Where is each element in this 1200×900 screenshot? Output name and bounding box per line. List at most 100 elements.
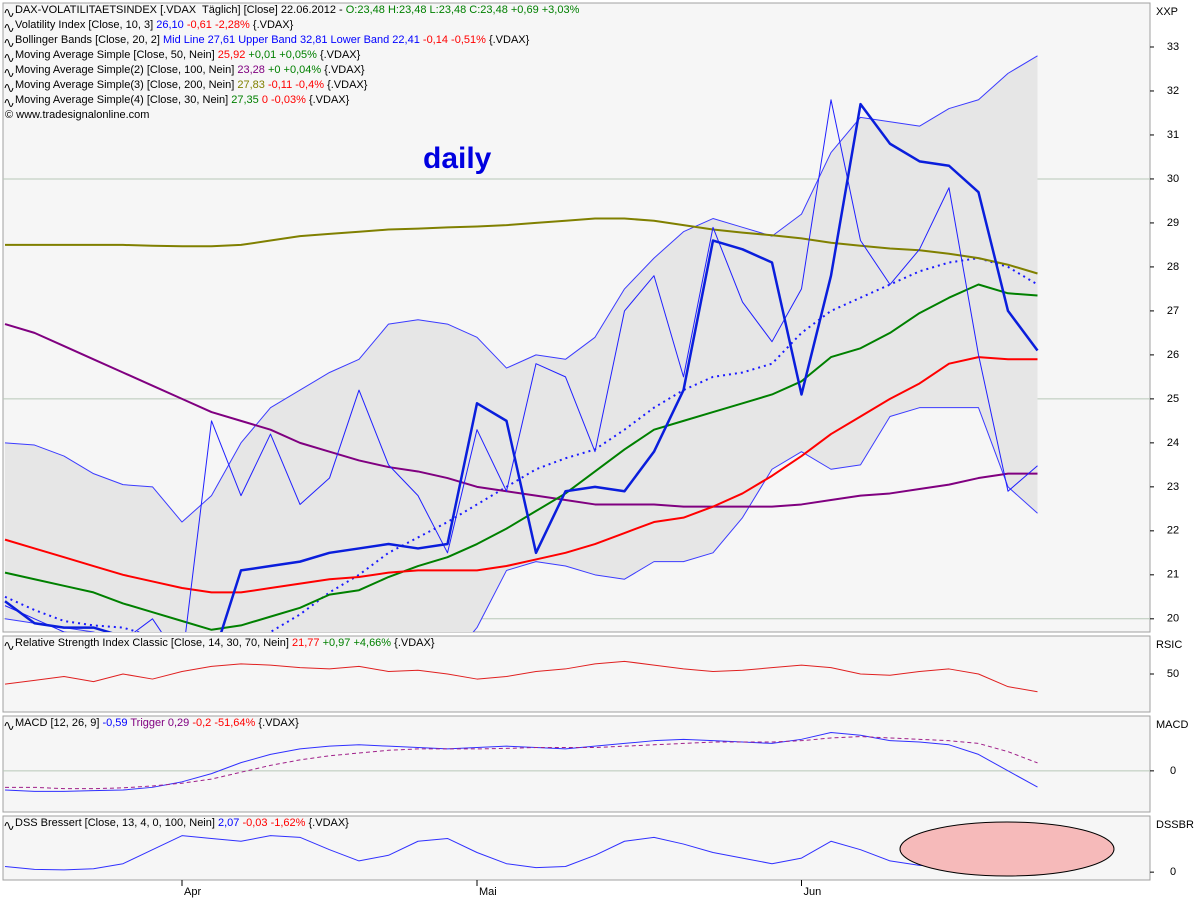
- legend-entry: Volatility Index [Close, 10, 3] 26,10 -0…: [15, 19, 294, 31]
- indicator-icon: [4, 39, 14, 47]
- legend-segment: {.VDAX}: [489, 34, 530, 46]
- legend-segment: O:23,48 H:23,48 L:23,48 C:23,48 +0,69 +3…: [346, 4, 580, 16]
- panel: [2, 715, 1151, 813]
- legend-segment: Moving Average Simple(2) [Close, 100, Ne…: [15, 64, 237, 76]
- legend-segment: -0,11 -0,4%: [268, 79, 327, 91]
- legend-segment: {.VDAX}: [309, 94, 350, 106]
- y-tick-label: 29: [1167, 217, 1179, 229]
- legend-entry: Moving Average Simple [Close, 50, Nein] …: [15, 49, 361, 61]
- legend-segment: Relative Strength Index Classic [Close, …: [15, 637, 292, 649]
- y-tick-label: 25: [1167, 393, 1179, 405]
- series-line: [4, 660, 1038, 693]
- y-tick-label: 26: [1167, 349, 1179, 361]
- legend-entry: MACD [12, 26, 9] -0,59 Trigger 0,29 -0,2…: [15, 717, 299, 729]
- legend-segment: 25,92: [218, 49, 249, 61]
- indicator-icon: [4, 642, 14, 650]
- y-tick-label: 20: [1167, 613, 1179, 625]
- legend-segment: Volatility Index [Close, 10, 3]: [15, 19, 156, 31]
- legend-segment: Moving Average Simple(3) [Close, 200, Ne…: [15, 79, 237, 91]
- legend-segment: {.VDAX}: [324, 64, 365, 76]
- legend-segment: Bollinger Bands [Close, 20, 2]: [15, 34, 163, 46]
- x-tick-label: Apr: [184, 886, 201, 898]
- legend-segment: -0,61 -2,28%: [187, 19, 253, 31]
- indicator-icon: [4, 54, 14, 62]
- y-tick-label: 24: [1167, 437, 1179, 449]
- y-tick-label: 33: [1167, 41, 1179, 53]
- legend-entry: DSS Bressert [Close, 13, 4, 0, 100, Nein…: [15, 817, 349, 829]
- highlight-ellipse: [899, 821, 1115, 877]
- axis-label: DSSBR: [1156, 819, 1194, 831]
- series-line: [4, 55, 1038, 523]
- legend-entry: Moving Average Simple(2) [Close, 100, Ne…: [15, 64, 365, 76]
- y-tick-label: 23: [1167, 481, 1179, 493]
- indicator-icon: [4, 24, 14, 32]
- series-line: [4, 102, 1039, 632]
- y-tick-label: 32: [1167, 85, 1179, 97]
- legend-segment: 27,83: [237, 79, 268, 91]
- legend-segment: Trigger 0,29: [130, 717, 192, 729]
- indicator-icon: [4, 84, 14, 92]
- legend-segment: {.VDAX}: [253, 19, 294, 31]
- series-line: [4, 356, 1038, 594]
- y-tick-label: 0: [1170, 765, 1176, 777]
- indicator-icon: [4, 822, 14, 830]
- credit: © www.tradesignalonline.com: [5, 109, 149, 121]
- legend-segment: Mid Line 27,61 Upper Band 32,81 Lower Ba…: [163, 34, 423, 46]
- series-line: [4, 731, 1038, 792]
- series-line: [5, 217, 1038, 275]
- y-tick-label: 30: [1167, 173, 1179, 185]
- legend-segment: {.VDAX}: [394, 637, 435, 649]
- legend-segment: 2,07: [218, 817, 242, 829]
- y-tick-label: 50: [1167, 668, 1179, 680]
- legend-segment: {.VDAX}: [320, 49, 361, 61]
- x-tick-label: Jun: [804, 886, 822, 898]
- legend-segment: 23,28: [237, 64, 268, 76]
- y-tick-label: 0: [1170, 866, 1176, 878]
- legend-segment: Moving Average Simple(4) [Close, 30, Nei…: [15, 94, 231, 106]
- panel: [2, 635, 1151, 713]
- legend-segment: -0,59: [102, 717, 130, 729]
- series-line: [4, 407, 1038, 632]
- series-group: [4, 660, 1038, 693]
- legend-segment: +0 +0,04%: [268, 64, 324, 76]
- legend-segment: -0,03 -1,62%: [242, 817, 308, 829]
- axis-label: RSIC: [1156, 639, 1182, 651]
- legend-segment: DAX-VOLATILITAETSINDEX [.VDAX Täglich] […: [15, 4, 346, 16]
- legend-entry: Relative Strength Index Classic [Close, …: [15, 637, 435, 649]
- legend-entry: Moving Average Simple(4) [Close, 30, Nei…: [15, 94, 350, 106]
- legend-segment: {.VDAX}: [309, 817, 350, 829]
- series-line: [4, 99, 1038, 632]
- legend-segment: -0,14 -0,51%: [423, 34, 489, 46]
- legend-segment: DSS Bressert [Close, 13, 4, 0, 100, Nein…: [15, 817, 218, 829]
- y-tick-label: 22: [1167, 525, 1179, 537]
- legend-segment: 0 -0,03%: [262, 94, 309, 106]
- indicator-icon: [4, 69, 14, 77]
- legend-segment: 26,10: [156, 19, 187, 31]
- series-group: [4, 835, 1038, 872]
- series-group: [4, 731, 1038, 792]
- indicator-icon: [4, 99, 14, 107]
- legend-segment: +0,01 +0,05%: [248, 49, 320, 61]
- series-group: [4, 55, 1039, 632]
- legend-entry: DAX-VOLATILITAETSINDEX [.VDAX Täglich] […: [15, 4, 580, 16]
- x-tick-label: Mai: [479, 886, 497, 898]
- series-line: [4, 323, 1038, 508]
- legend-segment: 27,35: [231, 94, 262, 106]
- series-line: [5, 736, 1038, 790]
- indicator-icon: [4, 722, 14, 730]
- axis-label: MACD: [1156, 719, 1188, 731]
- y-tick-label: 28: [1167, 261, 1179, 273]
- series-line: [4, 835, 1038, 872]
- legend-segment: +0,97 +4,66%: [323, 637, 395, 649]
- y-tick-label: 31: [1167, 129, 1179, 141]
- indicator-icon: [4, 9, 14, 17]
- legend-segment: MACD [12, 26, 9]: [15, 717, 102, 729]
- y-tick-label: 21: [1167, 569, 1179, 581]
- legend-segment: Moving Average Simple [Close, 50, Nein]: [15, 49, 218, 61]
- legend-segment: 21,77: [292, 637, 323, 649]
- series-line: [4, 283, 1038, 631]
- legend-segment: {.VDAX}: [327, 79, 368, 91]
- legend-entry: Moving Average Simple(3) [Close, 200, Ne…: [15, 79, 368, 91]
- axis-label: XXP: [1156, 6, 1178, 18]
